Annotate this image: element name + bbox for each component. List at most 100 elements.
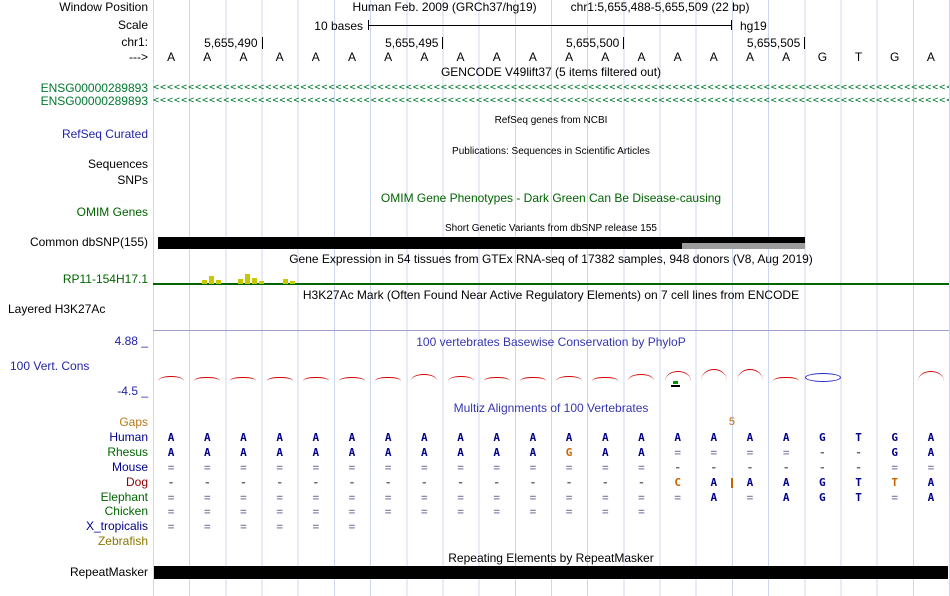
gene-model-row[interactable]: <<<<<<<<<<<<<<<<<<<<<<<<<<<<<<<<<<<<<<<<…: [153, 82, 949, 93]
scale-value: 10 bases: [314, 19, 363, 33]
species-label-gaps[interactable]: Gaps: [119, 415, 148, 429]
alignment-cell: [768, 535, 804, 549]
alignment-cell: [551, 535, 587, 549]
phylop-max-value: 4.88 _: [114, 334, 148, 348]
alignment-cell: A: [312, 430, 320, 444]
gene-label-ensg-2[interactable]: ENSG00000289893: [40, 94, 148, 108]
alignment-row-rhesus: A A A A A A A A A A A G A A = = = = - - G A: [153, 446, 949, 460]
species-label-elephant[interactable]: Elephant: [100, 489, 148, 504]
alignment-cell: =: [312, 460, 320, 474]
gtex-gene-label[interactable]: RP11-154H17.1: [62, 272, 148, 286]
alignment-cell: [442, 535, 478, 549]
species-label-mouse[interactable]: Mouse: [111, 459, 148, 474]
gtex-gene-line[interactable]: [153, 283, 949, 285]
coordinate-tick: [261, 37, 263, 49]
phylop-arc: [592, 376, 619, 382]
alignment-cell: =: [312, 490, 320, 504]
gtex-expression-bar[interactable]: [252, 278, 257, 284]
gencode-track-title[interactable]: GENCODE V49lift37 (5 items filtered out): [440, 65, 662, 79]
phylop-arc: [773, 376, 800, 382]
phylop-track-label[interactable]: 100 Vert. Cons: [10, 359, 90, 373]
gtex-expression-bar[interactable]: [216, 280, 221, 284]
repeatmasker-track-label[interactable]: RepeatMasker: [69, 565, 148, 579]
snps-track-label[interactable]: SNPs: [117, 173, 148, 187]
alignment-cell: [623, 416, 659, 430]
publications-track-title[interactable]: Publications: Sequences in Scientific Ar…: [452, 146, 650, 157]
dbsnp-track-title[interactable]: Short Genetic Variants from dbSNP releas…: [445, 223, 657, 234]
dbsnp-variant-bar[interactable]: [158, 237, 805, 249]
omim-track-title[interactable]: OMIM Gene Phenotypes - Dark Green Can Be…: [380, 191, 722, 205]
alignment-cell: A: [710, 430, 718, 444]
alignment-cell: =: [638, 505, 645, 519]
alignment-cell: [370, 520, 406, 534]
alignment-cell: [804, 416, 840, 430]
base-letter: A: [456, 50, 465, 64]
alignment-cell: [262, 416, 298, 430]
species-label-chicken[interactable]: Chicken: [104, 504, 148, 519]
alignment-insertion-count: 5: [728, 416, 735, 428]
species-label-human[interactable]: Human: [109, 429, 148, 444]
alignment-cell: =: [565, 505, 573, 519]
alignment-cell: =: [348, 490, 356, 504]
dbsnp-track-label[interactable]: Common dbSNP(155): [29, 235, 148, 249]
alignment-cell: [913, 505, 949, 519]
refseq-track-title[interactable]: RefSeq genes from NCBI: [494, 115, 608, 126]
gtex-expression-bar[interactable]: [202, 280, 207, 284]
gene-model-row[interactable]: <<<<<<<<<<<<<<<<<<<<<<<<<<<<<<<<<<<<<<<<…: [153, 95, 949, 106]
refseq-curated-label[interactable]: RefSeq Curated: [61, 127, 148, 141]
omim-genes-label[interactable]: OMIM Genes: [76, 205, 148, 219]
alignment-cell: [406, 520, 442, 534]
h3k27ac-track-title[interactable]: H3K27Ac Mark (Often Found Near Active Re…: [302, 288, 800, 302]
alignment-insertion-bar: [730, 477, 733, 488]
alignment-cell: [587, 535, 623, 549]
alignment-cell: =: [421, 460, 428, 474]
alignment-cell: -: [240, 475, 247, 489]
alignment-cell: [913, 520, 949, 534]
gtex-track-title[interactable]: Gene Expression in 54 tissues from GTEx …: [289, 252, 813, 266]
phylop-negative-arc: [805, 373, 842, 382]
gtex-expression-bar[interactable]: [209, 276, 214, 284]
dbsnp-variant-bar-secondary[interactable]: [682, 243, 805, 249]
alignment-cell: =: [493, 490, 501, 504]
alignment-cell: -: [819, 460, 826, 474]
phylop-track-title[interactable]: 100 vertebrates Basewise Conservation by…: [416, 335, 686, 349]
gtex-expression-bar[interactable]: [245, 274, 250, 284]
gene-label-ensg-1[interactable]: ENSG00000289893: [40, 81, 148, 95]
h3k27ac-track-label[interactable]: Layered H3K27Ac: [8, 302, 106, 316]
alignment-cell: =: [167, 520, 175, 534]
alignment-cell: =: [674, 445, 681, 459]
gtex-expression-bar[interactable]: [283, 279, 288, 284]
alignment-cell: =: [203, 490, 211, 504]
alignment-cell: =: [348, 505, 356, 519]
alignment-cell: [660, 416, 696, 430]
alignment-cell: =: [674, 490, 681, 504]
alignment-cell: =: [421, 505, 428, 519]
alignment-cell: G: [891, 445, 899, 459]
base-letter: A: [565, 50, 574, 64]
phylop-arc: [700, 368, 727, 381]
repeatmasker-track-title[interactable]: Repeating Elements by RepeatMasker: [448, 551, 654, 565]
sequences-track-label[interactable]: Sequences: [87, 157, 148, 171]
species-label-rhesus[interactable]: Rhesus: [107, 444, 148, 459]
species-label-zebrafish[interactable]: Zebrafish: [97, 534, 148, 549]
species-label-x-tropicalis[interactable]: X_tropicalis: [85, 519, 148, 534]
alignment-cell: T: [891, 475, 899, 489]
species-label-dog[interactable]: Dog: [125, 474, 148, 489]
alignment-cell: -: [638, 475, 645, 489]
gtex-expression-bar[interactable]: [290, 281, 295, 284]
alignment-cell: A: [746, 475, 754, 489]
multiz-track-title[interactable]: Multiz Alignments of 100 Vertebrates: [453, 401, 649, 415]
alignment-cell: [623, 535, 659, 549]
alignment-cell: =: [457, 490, 464, 504]
gtex-expression-bar[interactable]: [238, 279, 243, 284]
repeatmasker-element-bar[interactable]: [154, 566, 948, 579]
alignment-cell: A: [601, 430, 609, 444]
alignment-cell: A: [782, 475, 790, 489]
coordinate-tick: [442, 37, 444, 49]
alignment-cell: T: [855, 430, 862, 444]
alignment-cell: -: [203, 475, 211, 489]
alignment-cell: [406, 416, 442, 430]
alignment-cell: A: [167, 445, 175, 459]
gtex-expression-bar[interactable]: [259, 281, 264, 284]
scale-label: Scale: [117, 18, 148, 32]
